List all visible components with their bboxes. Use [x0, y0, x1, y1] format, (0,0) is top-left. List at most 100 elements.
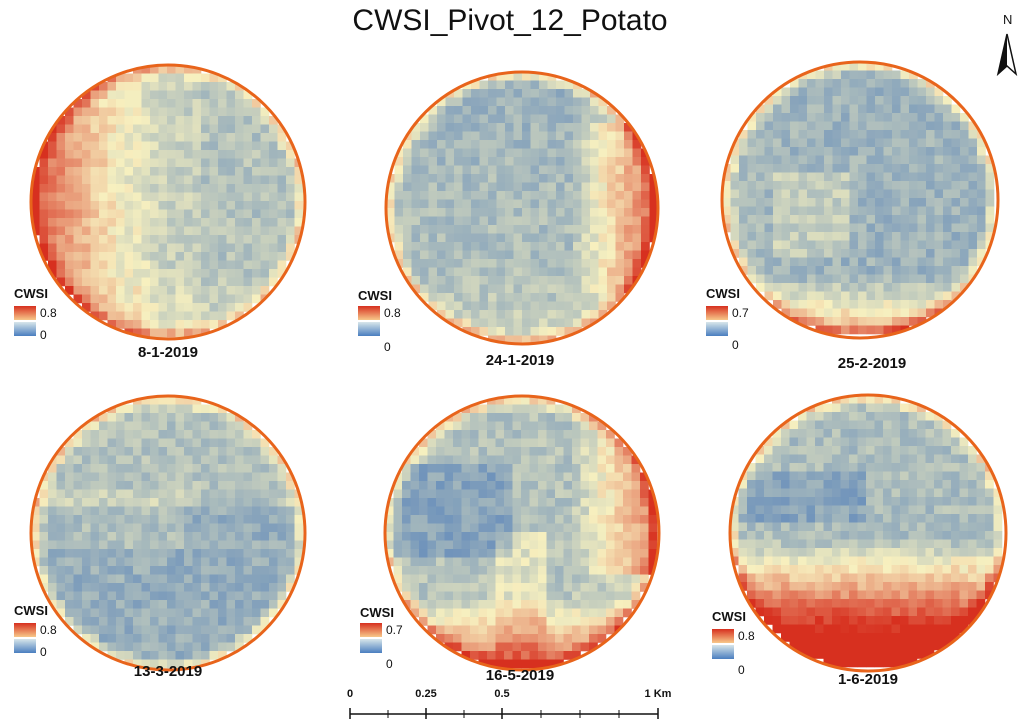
raster-cell	[277, 464, 287, 473]
raster-cell	[218, 430, 227, 439]
raster-cell	[960, 232, 969, 241]
raster-cell	[150, 158, 159, 168]
raster-cell	[807, 70, 816, 80]
raster-cell	[934, 480, 943, 489]
raster-cell	[590, 182, 599, 192]
raster-cell	[454, 301, 463, 311]
raster-cell	[598, 199, 608, 209]
raster-cell	[926, 266, 935, 275]
raster-cell	[756, 240, 765, 250]
raster-cell	[116, 201, 125, 210]
raster-cell	[832, 658, 841, 668]
raster-cell	[960, 181, 969, 190]
raster-cell	[875, 206, 884, 216]
raster-cell	[589, 532, 598, 541]
raster-cell	[277, 566, 287, 575]
raster-cell	[849, 87, 859, 97]
raster-cell	[900, 96, 910, 105]
raster-cell	[90, 438, 100, 448]
raster-cell	[539, 182, 548, 192]
raster-cell	[99, 192, 108, 202]
raster-cell	[73, 124, 83, 134]
raster-cell	[614, 540, 624, 550]
raster-cell	[141, 464, 151, 473]
raster-cell	[866, 565, 875, 574]
raster-cell	[530, 208, 540, 217]
raster-cell	[444, 600, 454, 609]
raster-cell	[857, 565, 867, 574]
raster-cell	[598, 114, 608, 124]
raster-cell	[201, 260, 210, 270]
raster-cell	[917, 403, 926, 413]
raster-cell	[82, 591, 91, 601]
raster-cell	[286, 489, 295, 499]
raster-cell	[209, 455, 219, 465]
raster-cell	[926, 164, 935, 173]
raster-cell	[56, 481, 66, 490]
raster-cell	[909, 232, 918, 241]
raster-cell	[461, 574, 471, 584]
raster-cell	[461, 430, 471, 439]
raster-cell	[993, 539, 1003, 549]
raster-cell	[444, 574, 454, 584]
raster-cell	[286, 557, 295, 567]
raster-cell	[107, 277, 117, 287]
raster-cell	[539, 97, 548, 107]
raster-cell	[606, 489, 615, 499]
raster-cell	[218, 209, 227, 219]
raster-cell	[90, 506, 100, 516]
raster-cell	[806, 446, 816, 455]
raster-cell	[269, 116, 278, 125]
raster-cell	[790, 87, 799, 97]
raster-cell	[849, 147, 859, 156]
raster-cell	[908, 463, 918, 472]
raster-cell	[849, 565, 858, 574]
raster-cell	[277, 209, 287, 219]
raster-cell	[82, 167, 91, 176]
raster-cell	[755, 556, 765, 566]
raster-cell	[824, 181, 833, 190]
raster-cell	[505, 310, 514, 319]
raster-cell	[755, 539, 765, 549]
raster-cell	[504, 651, 513, 660]
raster-cell	[883, 198, 893, 207]
raster-cell	[832, 505, 841, 515]
raster-cell	[832, 488, 841, 498]
raster-cell	[82, 583, 91, 592]
raster-cell	[547, 327, 557, 336]
raster-cell	[158, 634, 168, 643]
raster-cell	[623, 523, 632, 533]
raster-cell	[900, 641, 909, 651]
raster-cell	[866, 429, 875, 438]
raster-cell	[615, 250, 625, 260]
raster-cell	[623, 472, 632, 482]
raster-cell	[866, 206, 876, 216]
raster-cell	[99, 532, 108, 541]
raster-cell	[607, 165, 616, 175]
raster-cell	[858, 223, 867, 233]
raster-cell	[590, 293, 599, 302]
raster-cell	[513, 157, 523, 166]
raster-cell	[798, 454, 807, 464]
raster-cell	[56, 506, 66, 516]
raster-cell	[798, 539, 807, 549]
raster-cell	[917, 420, 926, 430]
raster-cell	[209, 252, 219, 261]
raster-cell	[564, 250, 574, 260]
raster-cell	[649, 182, 658, 192]
raster-cell	[521, 583, 530, 592]
raster-cell	[598, 182, 608, 192]
raster-cell	[926, 223, 935, 233]
raster-cell	[798, 240, 808, 250]
raster-cell	[488, 140, 497, 149]
raster-cell	[892, 223, 901, 233]
raster-cell	[858, 113, 867, 122]
raster-cell	[900, 599, 909, 608]
raster-cell	[99, 90, 108, 100]
raster-cell	[530, 284, 540, 294]
raster-cell	[547, 267, 557, 277]
raster-cell	[521, 396, 530, 405]
raster-cell	[589, 438, 598, 448]
raster-cell	[436, 447, 445, 456]
raster-cell	[252, 532, 261, 541]
